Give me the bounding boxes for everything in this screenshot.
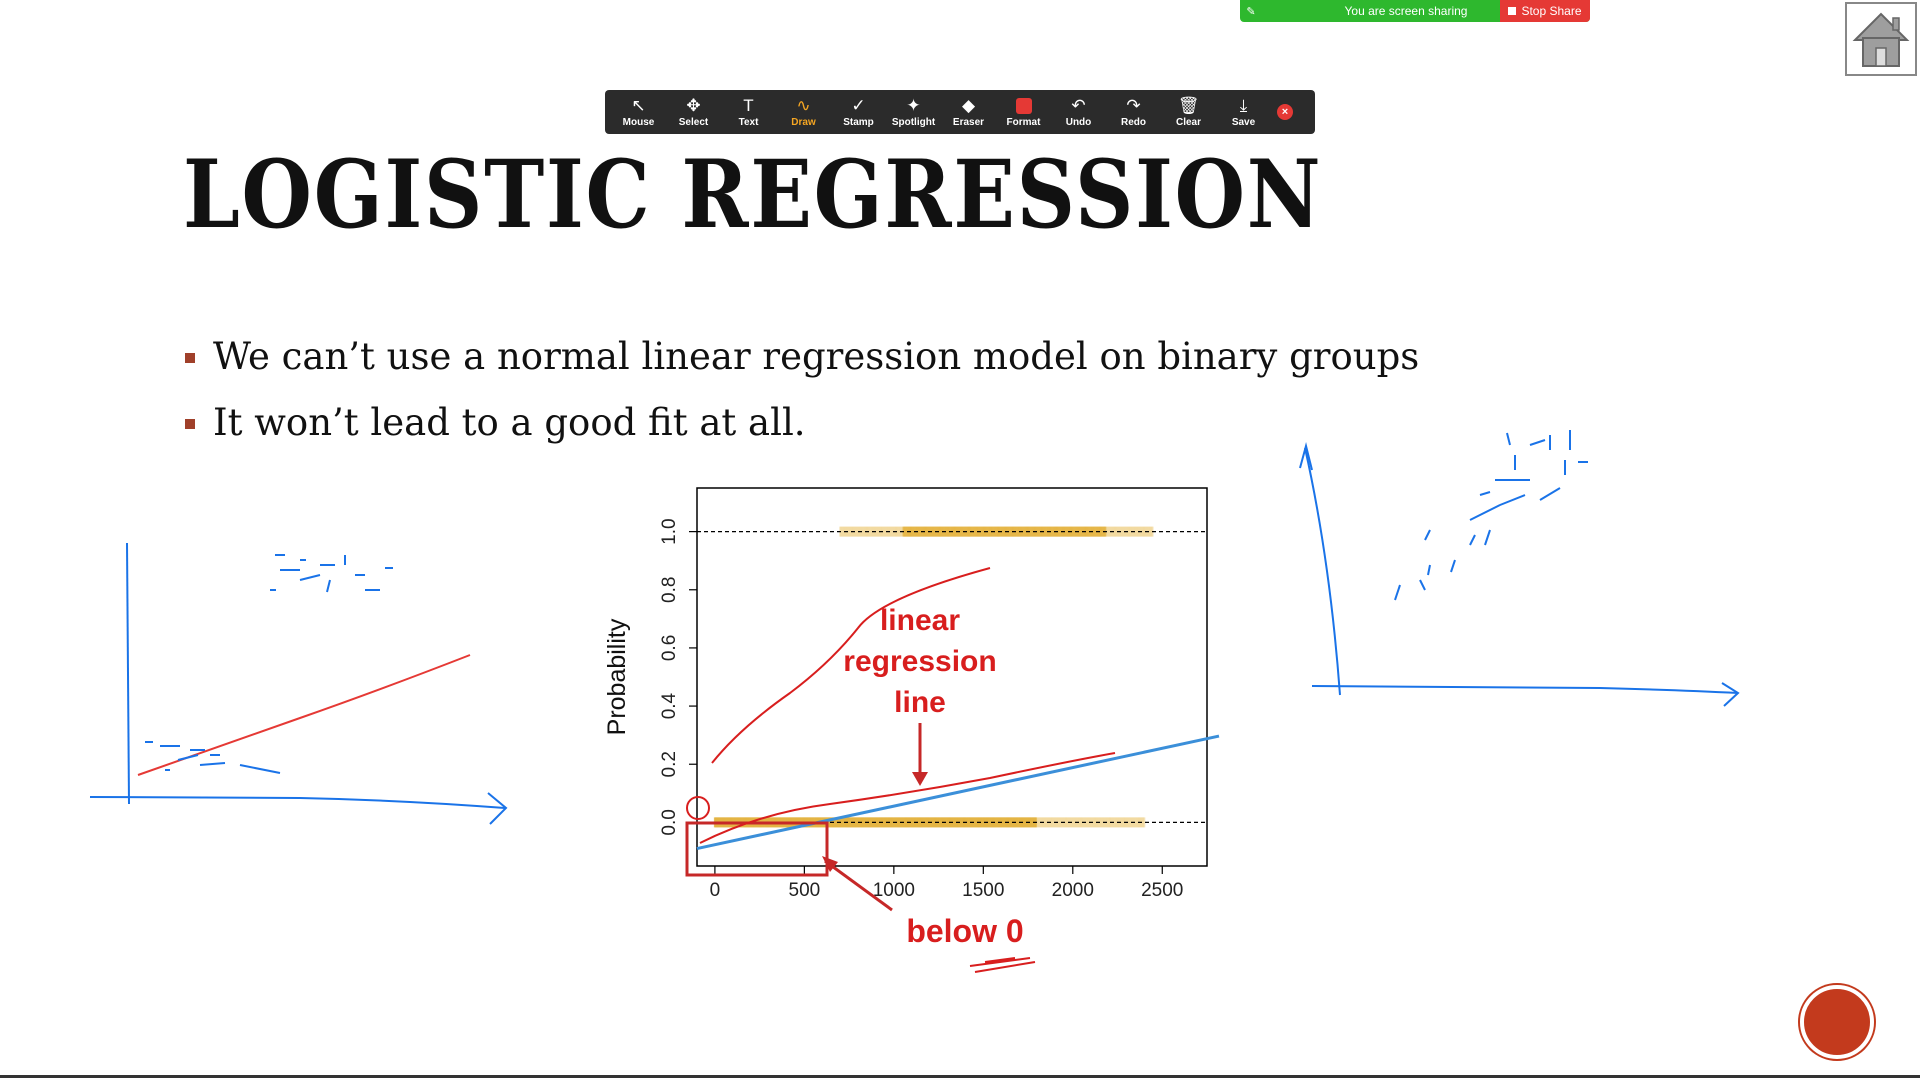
tool-mouse-button[interactable]: ↖ Mouse [611, 90, 666, 134]
right-sketch-x-arrowhead [1721, 682, 1740, 707]
left-sketch-y-axis [126, 542, 130, 805]
tool-label: Mouse [622, 117, 655, 128]
tool-text-button[interactable]: T Text [721, 90, 776, 134]
points-y1 [839, 526, 1154, 537]
tool-undo-button[interactable]: ↶ Undo [1051, 90, 1106, 134]
left-sketch-x-axis [89, 796, 506, 809]
stamp-icon: ✓ [851, 96, 866, 115]
annotation-below-zero-label: below 0 [906, 913, 1023, 949]
undo-icon: ↶ [1071, 96, 1086, 115]
annotation-regression-label: regression [843, 645, 996, 678]
tool-label: Format [1006, 117, 1041, 128]
tool-select-button[interactable]: ✥ Select [666, 90, 721, 134]
select-icon: ✥ [686, 96, 701, 115]
pin-icon[interactable]: ✎ [1246, 5, 1256, 18]
screen-share-status: You are screen sharing [1344, 4, 1468, 18]
clear-icon: 🗑 [1177, 96, 1200, 115]
x-tick-label: 500 [789, 880, 821, 901]
annotation-toolbar: ↖ Mouse ✥ Select T Text ∿ Draw ✓ Stamp ✦ Spotlight ◆… [605, 90, 1315, 134]
tool-save-button[interactable]: ⤓ Save [1216, 90, 1271, 134]
left-sketch-scatter [145, 554, 393, 774]
slide-title: LOGISTIC REGRESSION [183, 140, 1323, 250]
tool-label: Text [738, 117, 759, 128]
home-icon [1852, 12, 1910, 67]
regression-line [696, 734, 1220, 851]
mouse-icon: ↖ [631, 96, 646, 115]
annotation-linear-label: linear [880, 604, 960, 637]
spotlight-icon: ✦ [906, 96, 921, 115]
y-tick-label: 0.6 [659, 635, 680, 661]
draw-icon: ∿ [796, 96, 811, 115]
left-sketch-red-line [137, 654, 471, 776]
probability-chart: 0 500 1000 1500 2000 2500 0.0 0.2 0.4 0.6 0.8 1.0 Pr… [603, 487, 1220, 973]
ink-red-circle [686, 796, 710, 820]
tool-spotlight-button[interactable]: ✦ Spotlight [886, 90, 941, 134]
below-zero-arrowhead [822, 856, 838, 872]
next-slide-button[interactable] [1800, 985, 1874, 1059]
tool-label: Select [678, 117, 709, 128]
save-icon: ⤓ [1239, 96, 1248, 115]
tool-draw-button[interactable]: ∿ Draw [776, 90, 831, 134]
tool-label: Redo [1121, 117, 1146, 128]
tool-label: Clear [1175, 117, 1201, 128]
below-zero-arrow [824, 859, 893, 912]
stop-share-button[interactable]: Stop Share [1500, 0, 1590, 22]
annotation-arrowhead [912, 772, 928, 786]
y-tick-label: 0.2 [659, 751, 680, 777]
tool-eraser-button[interactable]: ◆ Eraser [941, 90, 996, 134]
y-axis-label: Probability [603, 618, 631, 735]
eraser-icon: ◆ [961, 96, 976, 115]
tool-stamp-button[interactable]: ✓ Stamp [831, 90, 886, 134]
bullet-item: It won’t lead to a good fit at all. [185, 401, 1419, 467]
text-icon: T [743, 96, 754, 115]
tool-label: Eraser [952, 117, 985, 128]
stop-icon [1508, 7, 1517, 15]
home-button[interactable] [1845, 2, 1917, 76]
below-zero-box [685, 821, 829, 877]
tool-label: Draw [791, 117, 816, 128]
right-sketch-scatter [1394, 430, 1588, 601]
tool-label: Stamp [843, 117, 874, 128]
bullet-text: We can’t use a normal linear regression … [213, 335, 1420, 378]
bullet-marker [185, 353, 195, 363]
bullet-marker [185, 419, 195, 429]
tool-label: Save [1231, 117, 1256, 128]
tool-label: Undo [1065, 117, 1092, 128]
y-tick-label: 0.8 [659, 577, 680, 603]
x-tick-label: 2500 [1141, 880, 1183, 901]
y-tick-label: 0.4 [659, 692, 680, 719]
tool-redo-button[interactable]: ↷ Redo [1106, 90, 1161, 134]
bullet-list: We can’t use a normal linear regression … [185, 335, 1419, 467]
ink-upper-red-curve [711, 567, 991, 764]
format-icon [1015, 98, 1032, 114]
bottom-divider [0, 1075, 1920, 1078]
x-tick-label: 1000 [873, 880, 915, 901]
redo-icon: ↷ [1126, 96, 1141, 115]
bullet-text: It won’t lead to a good fit at all. [213, 401, 806, 444]
right-sketch-y-axis [1304, 447, 1341, 696]
x-tick-label: 0 [710, 880, 721, 901]
x-tick-label: 2000 [1052, 880, 1094, 901]
close-toolbar-icon[interactable]: × [1277, 104, 1293, 120]
y-tick-label: 0.0 [659, 809, 680, 835]
tool-format-button[interactable]: Format [996, 90, 1051, 134]
tool-clear-button[interactable]: 🗑 Clear [1161, 90, 1216, 134]
stop-share-label: Stop Share [1521, 4, 1582, 18]
left-sketch-arrowhead [487, 792, 508, 825]
tool-label: Spotlight [891, 117, 936, 128]
right-sketch-x-axis [1311, 685, 1739, 694]
ink-red-trend-line [699, 752, 1116, 844]
y-tick-label: 1.0 [659, 518, 680, 544]
bullet-item: We can’t use a normal linear regression … [185, 335, 1419, 401]
annotation-line-label: line [894, 686, 946, 719]
plot-frame [696, 487, 1208, 867]
ink-red-scribble [969, 957, 1036, 973]
x-tick-label: 1500 [962, 880, 1004, 901]
